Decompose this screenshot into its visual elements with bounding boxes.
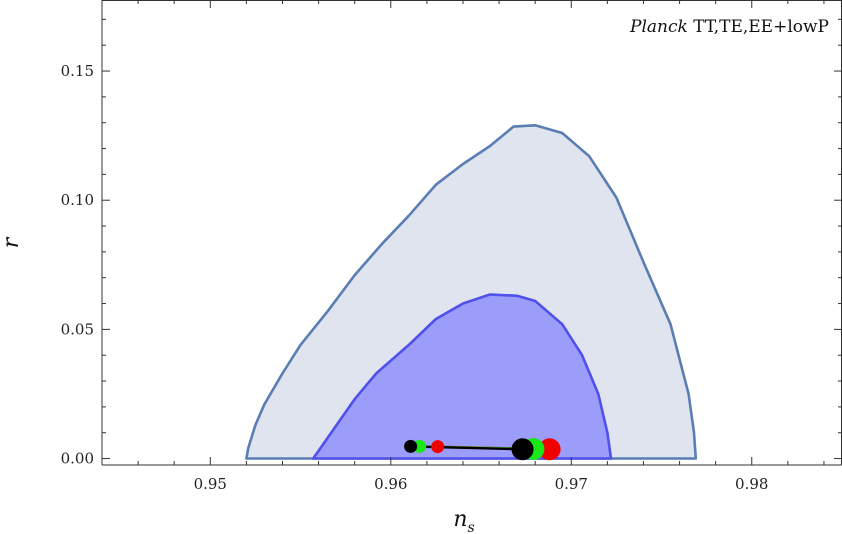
series-3-point-2 — [511, 438, 534, 461]
series-3-line — [410, 445, 523, 451]
series-2-point-1 — [413, 439, 427, 453]
y-tick-label: 0.00 — [61, 450, 94, 468]
y-tick-label: 0.10 — [61, 191, 94, 209]
series-1-point-1 — [431, 440, 445, 454]
y-axis-label: r — [0, 236, 24, 248]
y-tick-label: 0.15 — [61, 62, 94, 80]
x-tick-label: 0.95 — [194, 475, 227, 493]
contour-layer — [245, 124, 698, 460]
contour-68pct — [311, 293, 613, 460]
tick-layer: 0.95 0.96 0.97 0.98 0.00 0.05 0.10 0.15 — [61, 0, 842, 493]
annotation-text: TT,TE,EE+lowP — [688, 17, 829, 37]
x-axis-label-main: n — [453, 507, 467, 532]
x-tick-label: 0.98 — [735, 475, 768, 493]
x-axis-label: ns — [453, 507, 474, 534]
series-1-point-2 — [538, 438, 561, 461]
x-axis-label-sub: s — [467, 520, 474, 534]
series-3-point-1 — [404, 439, 418, 453]
y-tick-label: 0.05 — [61, 320, 94, 338]
series-layer — [404, 437, 561, 461]
annotation-italic: Planck — [629, 17, 688, 37]
chart-annotation: Planck TT,TE,EE+lowP — [629, 17, 829, 37]
x-tick-label: 0.96 — [374, 475, 407, 493]
x-tick-label: 0.97 — [555, 475, 588, 493]
